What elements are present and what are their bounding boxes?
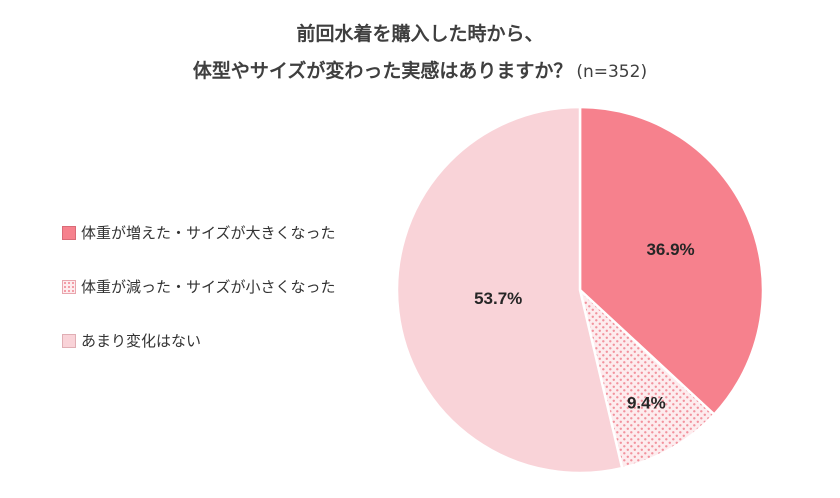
legend-item-2: あまり変化はない xyxy=(62,330,336,351)
legend-swatch-icon xyxy=(62,279,76,294)
legend-label: 体重が減った・サイズが小さくなった xyxy=(81,278,336,296)
legend-label: あまり変化はない xyxy=(81,332,202,350)
legend-swatch-icon xyxy=(62,333,76,348)
pie-chart: 36.9% 9.4% 53.7% xyxy=(395,105,765,475)
legend-swatch-icon xyxy=(62,225,76,240)
pie-slice-2 xyxy=(395,105,624,475)
pie-percentage-label-2: 53.7% xyxy=(474,289,522,308)
chart-legend: 体重が増えた・サイズが大きくなった 体重が減った・サイズが小さくなった あまり変化は… xyxy=(62,222,336,384)
legend-label: 体重が増えた・サイズが大きくなった xyxy=(81,224,336,242)
pie-slice-1 xyxy=(578,288,716,470)
legend-item-0: 体重が増えた・サイズが大きくなった xyxy=(62,222,336,243)
chart-title: 前回水着を購入した時から、 体型やサイズが変わった実感はありますか？ (n=352… xyxy=(0,16,840,91)
pie-slice-0 xyxy=(578,105,765,416)
chart-title-line2: 体型やサイズが変わった実感はありますか？ xyxy=(192,60,573,82)
pie-percentage-label-0: 36.9% xyxy=(646,240,694,259)
legend-item-1: 体重が減った・サイズが小さくなった xyxy=(62,276,336,297)
sample-size: (n=352) xyxy=(576,62,648,82)
pie-percentage-label-1: 9.4% xyxy=(627,393,666,412)
chart-title-line2-wrap: 体型やサイズが変わった実感はありますか？ (n=352) xyxy=(0,53,840,91)
chart-title-line1: 前回水着を購入した時から、 xyxy=(296,23,544,45)
